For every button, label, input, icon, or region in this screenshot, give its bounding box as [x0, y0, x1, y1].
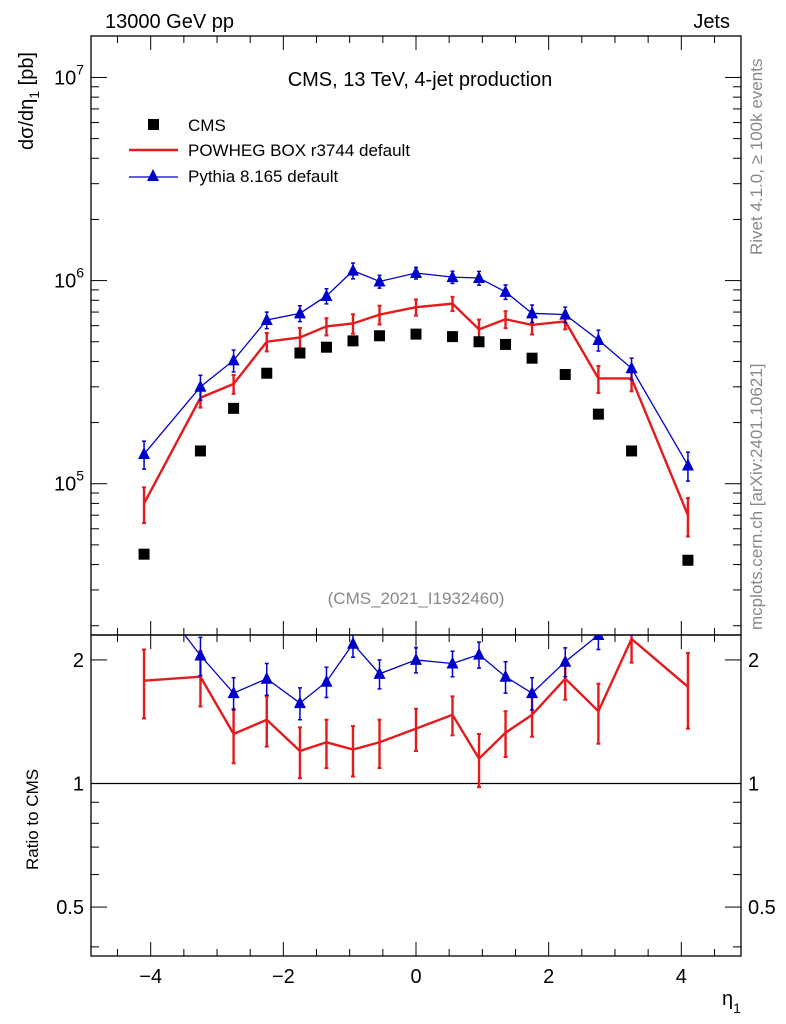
main-series-group — [138, 262, 694, 566]
pythia-marker — [473, 270, 486, 283]
pythia-ratio-marker — [320, 674, 333, 687]
y-tick-label-main: 105 — [54, 468, 84, 496]
pythia-ratio-marker — [373, 666, 386, 679]
pythia-marker — [559, 307, 572, 320]
pythia-ratio-marker — [473, 647, 486, 660]
legend-pythia-marker — [147, 169, 159, 181]
pythia-ratio-marker — [138, 575, 150, 587]
plot-title: CMS, 13 TeV, 4-jet production — [288, 69, 553, 91]
header-collision: 13000 GeV pp — [105, 11, 234, 33]
pythia-ratio-marker — [194, 648, 207, 661]
y-tick-label-exp: 6 — [76, 265, 84, 281]
y-tick-label-ratio: 2 — [73, 650, 84, 672]
legend: CMS POWHEG BOX r3744 default Pythia 8.16… — [129, 116, 410, 186]
pythia-ratio-marker — [346, 636, 359, 649]
pythia-ratio-marker — [293, 696, 306, 709]
y-axis-label-ratio: Ratio to CMS — [23, 769, 42, 870]
y-tick-label-base: 10 — [54, 474, 76, 496]
y-tick-label-exp: 5 — [76, 468, 84, 484]
cms-data-point — [347, 335, 359, 347]
x-axis-label-sub: 1 — [733, 1000, 741, 1016]
x-axis-label-text: η — [722, 988, 733, 1010]
mcplots-reference-label: mcplots.cern.ch [arXiv:2401.10621] — [747, 364, 766, 630]
x-tick-label: 2 — [543, 966, 554, 988]
y-tick-label-ratio-right: 0.5 — [748, 897, 776, 919]
pythia-marker — [293, 306, 306, 319]
cms-data-point — [526, 352, 538, 364]
pythia-marker — [410, 265, 422, 278]
ratio-series-group — [138, 575, 694, 789]
cms-data-point — [559, 368, 571, 380]
cms-data-point — [194, 445, 206, 457]
cms-data-point — [228, 402, 240, 414]
cms-data-point — [626, 445, 638, 457]
y-tick-label-base: 10 — [54, 67, 76, 89]
pythia-ratio-marker — [410, 652, 422, 665]
pythia-marker — [373, 274, 386, 287]
cms-data-point — [261, 367, 273, 379]
y-tick-label-ratio-right: 1 — [748, 773, 759, 795]
x-tick-label: 4 — [676, 966, 687, 988]
pythia-ratio-marker — [446, 656, 459, 669]
cms-data-point — [592, 408, 604, 420]
pythia-marker — [681, 458, 694, 471]
pythia-ratio-marker — [626, 610, 638, 622]
rivet-version-label: Rivet 4.1.0, ≥ 100k events — [747, 59, 766, 255]
cms-data-point — [374, 330, 386, 342]
pythia-marker — [346, 263, 359, 276]
y-axis-label-main-unit: [pb] — [16, 52, 38, 91]
header-category: Jets — [693, 11, 730, 33]
y-tick-label-base: 10 — [54, 271, 76, 293]
pythia-ratio-marker — [559, 654, 572, 667]
cms-data-point — [320, 341, 332, 353]
ratio-plot-frame — [90, 634, 742, 957]
pythia-marker — [625, 361, 638, 374]
cms-data-point — [138, 548, 150, 560]
y-tick-label-ratio-right: 2 — [748, 650, 759, 672]
y-tick-label-main: 107 — [54, 61, 84, 89]
y-tick-label-exp: 7 — [76, 61, 84, 77]
cms-data-point — [500, 338, 512, 350]
x-tick-label: 0 — [410, 966, 421, 988]
cms-data-point — [410, 328, 422, 340]
pythia-ratio-marker — [526, 686, 539, 699]
cms-data-point — [473, 336, 485, 348]
pythia-ratio-marker — [592, 635, 605, 640]
pythia-marker — [138, 447, 151, 460]
x-tick-label: −4 — [139, 966, 162, 988]
pythia-marker — [499, 284, 512, 297]
pythia-marker — [227, 353, 240, 366]
pythia-marker — [446, 270, 459, 283]
pythia-ratio-marker — [260, 671, 273, 684]
cms-data-point — [446, 331, 458, 343]
pythia-marker — [526, 306, 539, 319]
cms-data-point — [682, 554, 694, 566]
pythia-ratio-marker — [682, 585, 694, 597]
pythia-marker — [592, 332, 605, 345]
pythia-marker — [194, 379, 207, 392]
legend-powheg-label: POWHEG BOX r3744 default — [188, 141, 410, 160]
pythia-marker — [320, 288, 333, 301]
legend-pythia-label: Pythia 8.165 default — [188, 167, 339, 186]
y-tick-label-ratio: 1 — [73, 773, 84, 795]
legend-cms-label: CMS — [188, 116, 226, 135]
y-axis-label-main-text: dσ/dη — [16, 99, 38, 150]
y-tick-label-ratio: 0.5 — [56, 897, 84, 919]
y-axis-label-main: dσ/dη1 [pb] — [16, 52, 42, 150]
x-tick-label: −2 — [272, 966, 295, 988]
y-tick-label-main: 106 — [54, 265, 84, 293]
analysis-tag: (CMS_2021_I1932460) — [328, 589, 505, 608]
cms-data-point — [294, 347, 306, 359]
legend-cms-marker — [148, 119, 159, 130]
y-axis-label-main-sub: 1 — [26, 91, 42, 99]
pythia-ratio-marker — [227, 686, 240, 699]
x-axis-label: η1 — [722, 988, 741, 1016]
pythia-marker — [260, 312, 273, 325]
pythia-ratio-marker — [499, 669, 512, 682]
